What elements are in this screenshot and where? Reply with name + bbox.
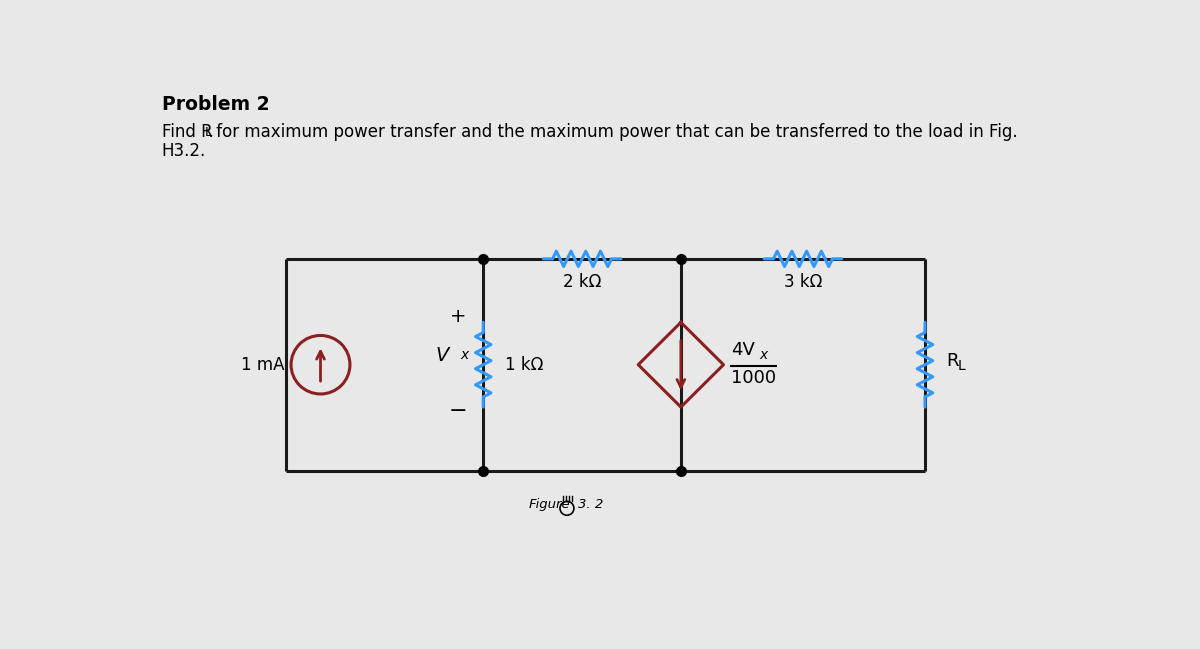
Text: x: x xyxy=(460,348,468,361)
Text: L: L xyxy=(204,127,211,140)
Text: 1 kΩ: 1 kΩ xyxy=(505,356,544,374)
Text: 4V: 4V xyxy=(731,341,755,358)
Text: 3 kΩ: 3 kΩ xyxy=(784,273,822,291)
Text: 1000: 1000 xyxy=(731,369,776,387)
Text: x: x xyxy=(760,348,768,361)
Text: R: R xyxy=(947,352,959,370)
Text: for maximum power transfer and the maximum power that can be transferred to the : for maximum power transfer and the maxim… xyxy=(211,123,1018,141)
Text: Find R: Find R xyxy=(162,123,212,141)
Text: +: + xyxy=(450,308,467,326)
Text: 1 mA: 1 mA xyxy=(241,356,284,374)
Text: V: V xyxy=(436,346,449,365)
Text: H3.2.: H3.2. xyxy=(162,141,206,160)
Text: 2 kΩ: 2 kΩ xyxy=(563,273,601,291)
Text: −: − xyxy=(449,401,468,421)
Text: 3. 2: 3. 2 xyxy=(578,498,604,511)
Text: Problem 2: Problem 2 xyxy=(162,95,269,114)
Text: L: L xyxy=(958,360,965,373)
Text: Figure: Figure xyxy=(528,498,570,511)
